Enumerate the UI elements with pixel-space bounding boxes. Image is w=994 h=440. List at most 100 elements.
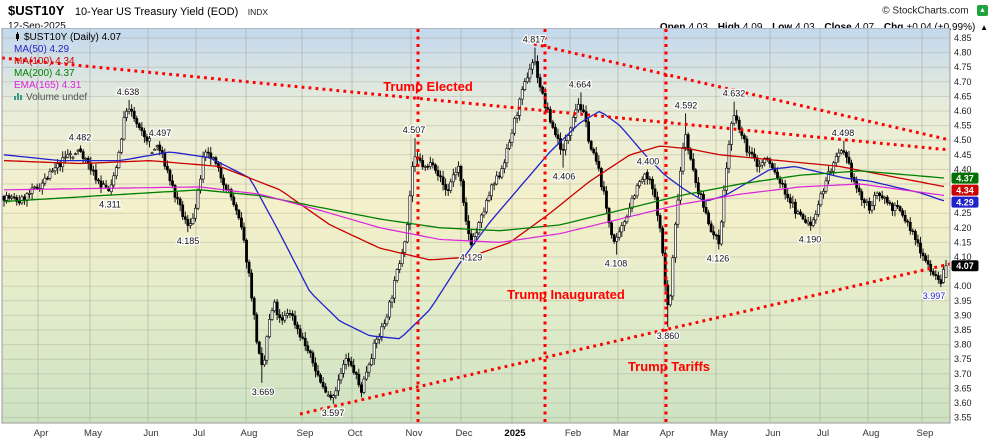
candle: [638, 181, 642, 187]
x-tick-label: Jun: [765, 428, 780, 439]
candle: [314, 362, 317, 372]
candle: [924, 255, 927, 261]
candle: [556, 134, 560, 139]
candle: [339, 372, 343, 381]
candle: [579, 104, 583, 111]
annotation-text: Trump Inaugurated: [507, 287, 625, 302]
candle: [661, 227, 665, 254]
y-tick-label: 4.70: [954, 77, 972, 87]
candle: [301, 336, 305, 339]
x-tick-label: Jul: [193, 428, 205, 439]
axis-value-box: [951, 172, 979, 184]
x-tick-label: Jul: [817, 428, 829, 439]
candle: [523, 81, 527, 90]
candle: [497, 175, 501, 178]
candle: [296, 324, 299, 330]
candle: [51, 170, 54, 173]
candle: [439, 175, 442, 178]
candle: [809, 221, 813, 226]
candle: [676, 199, 680, 225]
candle: [758, 164, 762, 167]
candle: [707, 212, 710, 225]
candle: [890, 203, 894, 211]
candle: [232, 196, 236, 206]
candle: [441, 176, 445, 185]
candle: [464, 202, 468, 222]
y-tick-label: 4.15: [954, 237, 972, 247]
x-axis: Apr May Jun Jul Aug Sep Oct Nov Dec 2025 Feb Mar Apr…: [34, 428, 934, 439]
gridlines: [2, 29, 950, 422]
candle: [150, 152, 154, 155]
candle: [240, 217, 243, 228]
candle: [839, 150, 843, 154]
candle: [357, 373, 361, 386]
candle: [326, 394, 330, 397]
candle: [219, 167, 223, 179]
candle: [788, 197, 792, 204]
candle: [222, 177, 225, 186]
candle: [862, 199, 866, 203]
candle: [768, 158, 772, 164]
x-tick-label: Nov: [406, 428, 423, 439]
candle: [515, 115, 519, 119]
candle: [408, 195, 412, 225]
candle: [186, 219, 190, 226]
candle: [658, 215, 662, 229]
candle: [48, 170, 52, 179]
candle: [58, 163, 62, 168]
annotation-text: Trump Elected: [383, 79, 473, 94]
header-left: $UST10Y 10-Year US Treasury Yield (EOD) …: [8, 2, 268, 32]
candle: [400, 252, 404, 264]
candle: [370, 358, 374, 366]
candle: [651, 178, 654, 190]
candle: [171, 180, 174, 186]
candle: [541, 86, 545, 94]
candle: [352, 365, 356, 373]
candle: [285, 313, 289, 316]
candle: [880, 195, 884, 199]
x-tick-label: Sep: [917, 428, 934, 439]
candle: [582, 109, 585, 112]
candle: [906, 220, 910, 223]
candle: [178, 198, 182, 206]
candle: [531, 62, 534, 70]
candle: [656, 196, 659, 216]
candle: [709, 223, 713, 232]
candle: [931, 271, 935, 275]
candle: [30, 187, 34, 194]
candle: [137, 123, 141, 128]
x-tick-label: Oct: [348, 428, 363, 439]
candle: [148, 138, 151, 142]
candle: [610, 222, 613, 236]
candle: [393, 280, 396, 299]
candle: [513, 117, 516, 134]
y-tick-label: 3.55: [954, 413, 972, 423]
candle: [362, 378, 366, 393]
x-tick-label: Sep: [297, 428, 314, 439]
candle: [255, 314, 259, 343]
candle: [449, 181, 453, 191]
trendline: [1, 56, 951, 152]
candle: [520, 89, 524, 100]
candle: [559, 138, 562, 150]
candle: [599, 168, 603, 188]
candle: [319, 374, 322, 383]
candle: [158, 144, 162, 151]
x-tick-label: May: [84, 428, 102, 439]
candle: [630, 197, 634, 209]
candle: [528, 68, 532, 79]
candle: [434, 164, 437, 171]
candle: [479, 214, 483, 223]
candle: [74, 153, 77, 155]
candle: [28, 193, 31, 195]
candle: [648, 178, 652, 181]
candle: [188, 223, 192, 226]
candle: [926, 260, 930, 265]
candle: [114, 167, 118, 177]
candle: [492, 183, 496, 186]
candle: [554, 127, 557, 136]
candle: [628, 207, 631, 217]
candle: [814, 214, 818, 221]
plot-background: [2, 28, 950, 423]
